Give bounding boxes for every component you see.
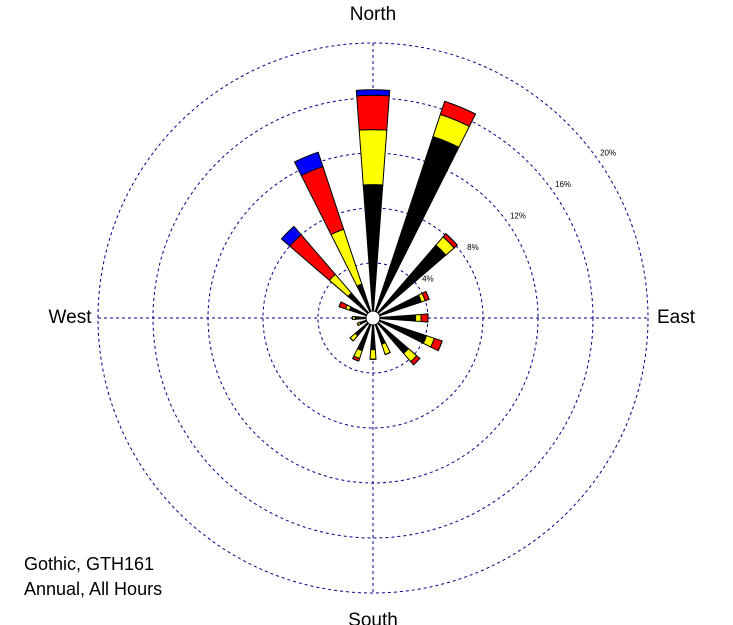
direction-label: East: [657, 307, 696, 328]
direction-label: West: [49, 307, 93, 328]
wind-segment: [293, 151, 324, 177]
r-tick-label: 12%: [510, 212, 526, 221]
wind-segment: [356, 94, 390, 131]
r-tick-label: 16%: [555, 180, 571, 189]
wind-segment: [338, 301, 342, 307]
annotation: Gothic, GTH161: [24, 554, 154, 574]
direction-label: South: [348, 610, 398, 625]
wind-segment: [384, 351, 391, 356]
wind-segment: [425, 291, 430, 300]
wind-segment: [358, 129, 388, 186]
grid-circle: [97, 42, 649, 594]
wind-segment: [355, 89, 391, 97]
grid-circle: [207, 152, 539, 484]
wind-segment: [349, 337, 354, 342]
annotation: Annual, All Hours: [24, 579, 162, 599]
wind-segment: [369, 349, 377, 360]
wind-segment: [420, 313, 429, 323]
grid-circle: [152, 97, 594, 539]
direction-label: North: [350, 4, 396, 25]
wind-segment: [280, 225, 302, 247]
wind-segment: [445, 233, 458, 246]
calm-circle: [365, 310, 381, 326]
r-tick-label: 20%: [600, 148, 616, 157]
r-tick-label: 4%: [422, 275, 434, 284]
wind-segment: [414, 313, 422, 323]
r-tick-label: 8%: [467, 243, 479, 252]
wind-segment: [444, 100, 476, 115]
